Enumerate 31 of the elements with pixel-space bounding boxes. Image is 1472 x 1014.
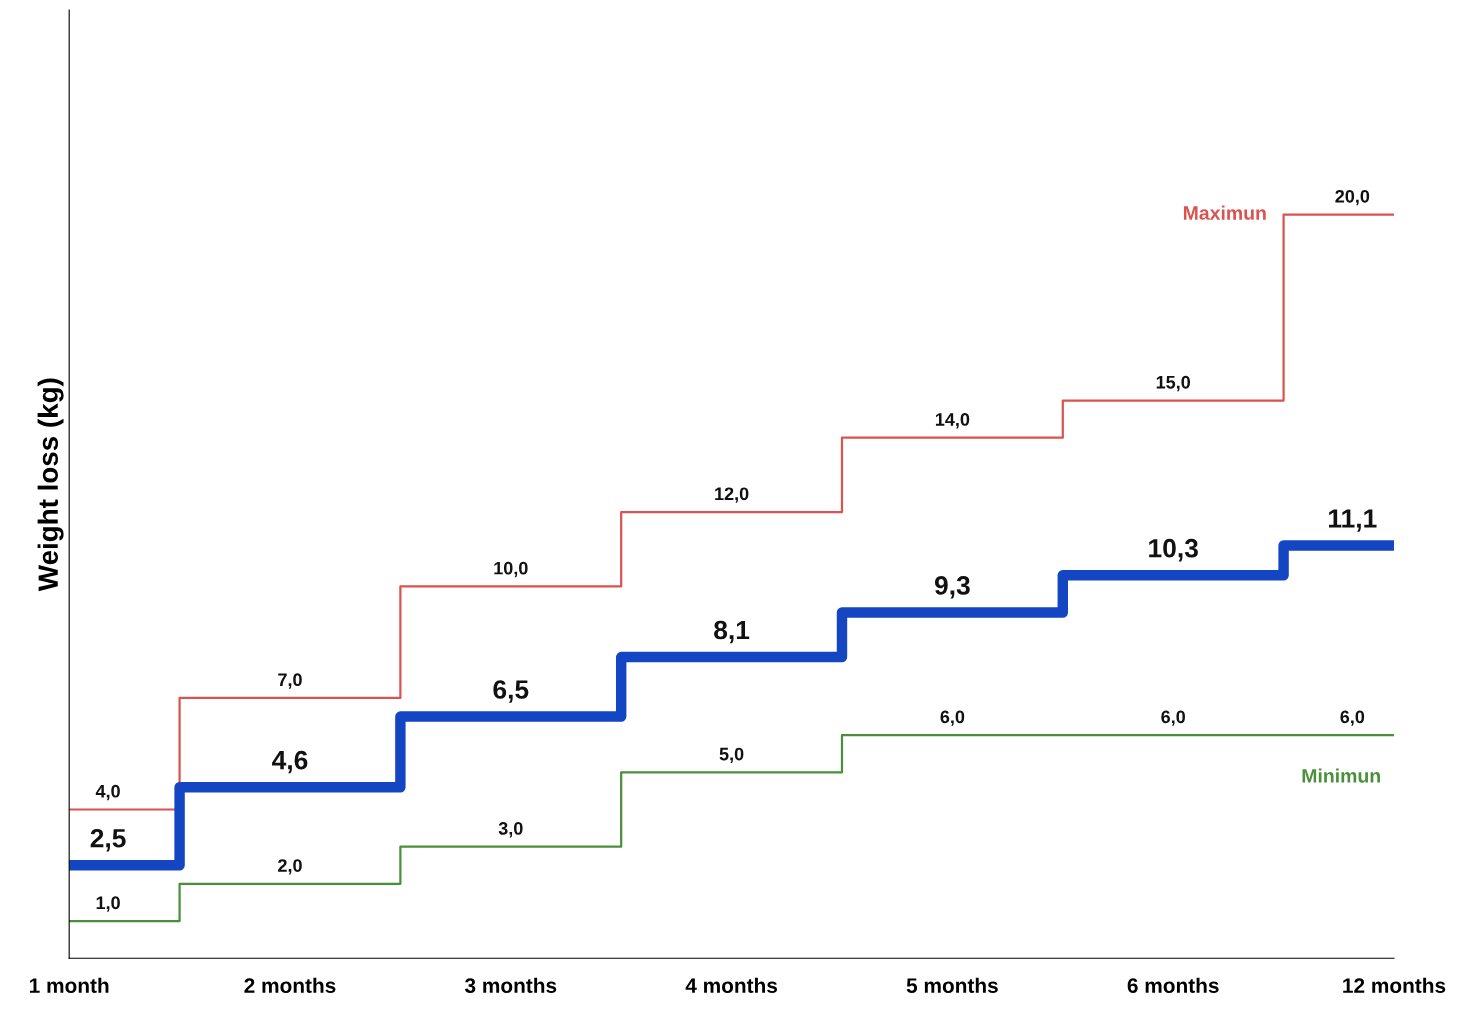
data-label: 9,3 <box>934 576 970 599</box>
data-label: 3,0 <box>498 822 523 838</box>
data-label: 5,0 <box>719 747 744 764</box>
data-label: 10,3 <box>1149 538 1198 562</box>
data-label: 7,0 <box>278 673 302 689</box>
data-label: 6,5 <box>493 680 529 703</box>
data-label: 10,0 <box>494 561 528 578</box>
y-axis-title: Weight loss (kg) <box>37 378 64 592</box>
data-label: 2,5 <box>90 828 126 852</box>
data-label: 1,0 <box>96 896 120 912</box>
x-tick-label: 5 months <box>906 977 998 993</box>
x-tick-label: 3 months <box>464 977 557 994</box>
data-label: 6,0 <box>940 710 965 726</box>
data-label: 11,1 <box>1329 509 1377 532</box>
data-label: 6,0 <box>1340 710 1365 726</box>
x-tick-label: 6 months <box>1127 977 1219 993</box>
data-label: 8,1 <box>714 620 750 644</box>
x-tick-label: 2 months <box>244 977 336 993</box>
data-label: 20,0 <box>1335 189 1370 206</box>
data-label: 2,0 <box>278 859 302 875</box>
data-label: 14,0 <box>935 413 970 429</box>
data-label: 6,0 <box>1161 710 1185 726</box>
series-label: Minimun <box>1302 768 1380 783</box>
x-tick-label: 1 month <box>29 977 109 993</box>
data-label: 4,6 <box>272 750 308 774</box>
data-label: 12,0 <box>715 487 749 503</box>
data-label: 15,0 <box>1156 375 1191 392</box>
series-label: Maximun <box>1183 205 1266 220</box>
data-label: 4,0 <box>95 784 120 801</box>
x-tick-label: 4 months <box>685 977 778 993</box>
x-tick-label: 12 months <box>1343 977 1446 993</box>
